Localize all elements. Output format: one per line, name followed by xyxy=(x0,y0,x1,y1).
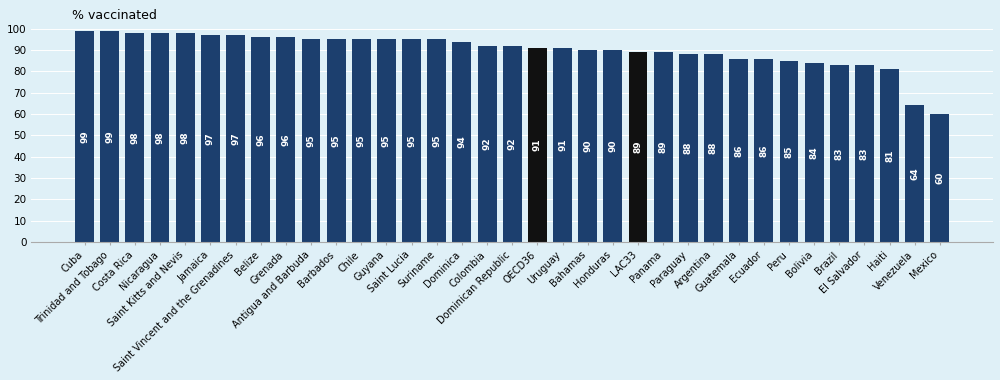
Bar xyxy=(478,46,497,242)
Text: 92: 92 xyxy=(483,138,492,150)
Bar xyxy=(276,37,295,242)
Text: 83: 83 xyxy=(860,147,869,160)
Text: 85: 85 xyxy=(784,145,793,158)
Text: 89: 89 xyxy=(659,141,668,154)
Text: 84: 84 xyxy=(810,146,819,159)
Bar xyxy=(603,50,622,242)
Text: 97: 97 xyxy=(206,132,215,145)
Text: 99: 99 xyxy=(80,130,89,143)
Bar xyxy=(654,52,673,242)
Text: 95: 95 xyxy=(407,135,416,147)
Bar xyxy=(729,59,748,242)
Bar xyxy=(629,52,647,242)
Text: 98: 98 xyxy=(156,131,165,144)
Bar xyxy=(125,33,144,242)
Text: 90: 90 xyxy=(608,140,617,152)
Text: 91: 91 xyxy=(533,139,542,151)
Bar xyxy=(201,35,220,242)
Text: 88: 88 xyxy=(684,142,693,154)
Bar xyxy=(930,114,949,242)
Bar xyxy=(503,46,522,242)
Bar xyxy=(553,48,572,242)
Bar xyxy=(905,106,924,242)
Bar xyxy=(452,41,471,242)
Bar xyxy=(377,40,396,242)
Bar xyxy=(578,50,597,242)
Bar xyxy=(100,31,119,242)
Bar xyxy=(880,69,899,242)
Text: 92: 92 xyxy=(508,138,517,150)
Bar xyxy=(402,40,421,242)
Bar xyxy=(805,63,824,242)
Text: % vaccinated: % vaccinated xyxy=(72,10,157,22)
Bar xyxy=(327,40,346,242)
Bar xyxy=(830,65,849,242)
Text: 96: 96 xyxy=(281,133,290,146)
Text: 99: 99 xyxy=(105,130,114,143)
Bar xyxy=(302,40,320,242)
Bar xyxy=(679,54,698,242)
Bar xyxy=(704,54,723,242)
Bar xyxy=(528,48,547,242)
Text: 95: 95 xyxy=(382,135,391,147)
Text: 96: 96 xyxy=(256,133,265,146)
Text: 91: 91 xyxy=(558,139,567,151)
Bar xyxy=(251,37,270,242)
Text: 83: 83 xyxy=(835,147,844,160)
Text: 60: 60 xyxy=(935,172,944,184)
Text: 97: 97 xyxy=(231,132,240,145)
Bar xyxy=(75,31,94,242)
Text: 94: 94 xyxy=(457,135,466,148)
Text: 98: 98 xyxy=(130,131,139,144)
Text: 95: 95 xyxy=(306,135,315,147)
Bar xyxy=(855,65,874,242)
Text: 89: 89 xyxy=(634,141,643,154)
Text: 95: 95 xyxy=(332,135,341,147)
Bar xyxy=(780,61,798,242)
Text: 98: 98 xyxy=(181,131,190,144)
Bar xyxy=(151,33,169,242)
Bar xyxy=(226,35,245,242)
Text: 86: 86 xyxy=(759,144,768,157)
Bar xyxy=(176,33,195,242)
Text: 90: 90 xyxy=(583,140,592,152)
Bar xyxy=(754,59,773,242)
Text: 64: 64 xyxy=(910,168,919,180)
Text: 81: 81 xyxy=(885,149,894,162)
Text: 95: 95 xyxy=(357,135,366,147)
Text: 86: 86 xyxy=(734,144,743,157)
Text: 95: 95 xyxy=(432,135,441,147)
Bar xyxy=(352,40,371,242)
Bar xyxy=(427,40,446,242)
Text: 88: 88 xyxy=(709,142,718,154)
